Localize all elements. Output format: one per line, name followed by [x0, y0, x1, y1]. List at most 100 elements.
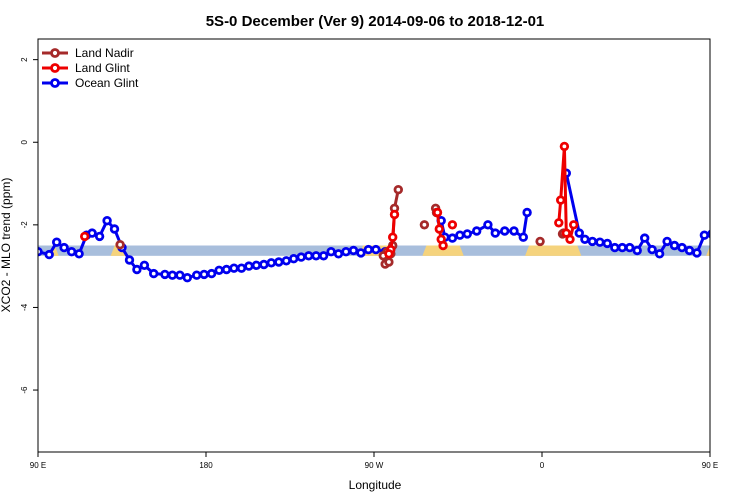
data-point [595, 237, 605, 247]
data-point [731, 226, 738, 233]
data-point [654, 249, 665, 259]
data-point [447, 233, 458, 243]
chart-title: 5S-0 December (Ver 9) 2014-09-06 to 2018… [206, 13, 545, 30]
y-tick-label: -4 [20, 303, 29, 311]
data-point [356, 248, 366, 258]
y-tick-label: -2 [20, 221, 29, 229]
data-point [559, 141, 570, 152]
data-point [266, 258, 276, 268]
x-tick-label: 0 [540, 461, 545, 470]
data-point [462, 229, 472, 239]
y-tick-label: 0 [20, 140, 29, 145]
data-point [59, 242, 69, 253]
data-point [610, 242, 620, 253]
data-point [724, 217, 731, 224]
data-point [66, 246, 77, 257]
data-point [363, 244, 374, 255]
data-point [124, 255, 135, 265]
data-point [574, 228, 584, 238]
legend-label: Land Nadir [75, 46, 134, 60]
data-point [206, 268, 217, 279]
data-point [565, 234, 575, 244]
data-point [438, 240, 448, 251]
land-band-segment [706, 245, 710, 256]
data-point [716, 233, 723, 240]
data-point [102, 215, 112, 226]
legend-marker [50, 78, 60, 88]
data-point [500, 226, 510, 236]
y-axis: 2 0 -2 -4 -6 [20, 57, 38, 394]
series-layer [38, 141, 747, 283]
data-point [236, 263, 247, 273]
data-point [684, 245, 695, 256]
data-point [554, 218, 564, 228]
data-point [522, 207, 532, 218]
data-point [561, 228, 571, 238]
legend-marker [50, 48, 60, 58]
x-tick-label: 90 E [702, 461, 718, 470]
data-point [182, 273, 192, 283]
data-point [132, 264, 142, 275]
legend-label: Land Glint [75, 61, 130, 75]
data-point [434, 224, 444, 234]
data-point [148, 268, 159, 279]
x-axis-label: Longitude [349, 478, 402, 492]
data-point [419, 220, 430, 230]
data-point [632, 245, 642, 256]
data-point [389, 209, 400, 220]
data-point [432, 207, 443, 218]
land-band-segment [525, 245, 582, 256]
data-point [274, 257, 284, 267]
data-point [587, 236, 598, 247]
data-point [318, 251, 329, 261]
land-band-segment [742, 246, 750, 256]
data-point [139, 260, 150, 270]
data-point [518, 232, 528, 242]
data-point [160, 269, 170, 280]
data-point [304, 251, 314, 261]
land-band-segment [422, 245, 464, 256]
data-point [640, 233, 650, 243]
data-point [44, 249, 54, 260]
data-point [199, 269, 209, 280]
data-point [580, 234, 590, 244]
data-point [447, 220, 458, 230]
data-point [669, 240, 680, 251]
data-point [677, 242, 687, 253]
data-point [175, 270, 185, 280]
data-point [740, 233, 747, 240]
data-point [74, 249, 84, 259]
data-point [341, 246, 351, 257]
data-point [221, 264, 232, 275]
data-point [191, 270, 202, 280]
legend-label: Ocean Glint [75, 76, 139, 90]
data-point [371, 244, 381, 255]
data-point [393, 184, 403, 195]
data-point [311, 251, 321, 261]
data-point [535, 236, 545, 247]
data-point [384, 249, 394, 259]
y-tick-label: 2 [20, 57, 29, 62]
data-point [167, 270, 178, 280]
data-point [281, 256, 291, 266]
data-point [229, 263, 239, 273]
data-point [214, 265, 224, 275]
data-point [738, 244, 745, 251]
data-point [490, 228, 500, 238]
data-point [296, 252, 306, 262]
x-tick-label: 90 W [365, 461, 384, 470]
data-point [259, 259, 269, 270]
data-point [699, 230, 710, 240]
data-point [333, 249, 344, 259]
data-point [483, 220, 493, 230]
data-point [244, 261, 254, 271]
data-point [509, 226, 519, 236]
data-point [569, 220, 579, 230]
x-tick-label: 90 E [30, 461, 46, 470]
data-point [602, 238, 612, 249]
data-point [617, 242, 627, 253]
data-point [472, 226, 482, 236]
data-point [326, 246, 336, 257]
